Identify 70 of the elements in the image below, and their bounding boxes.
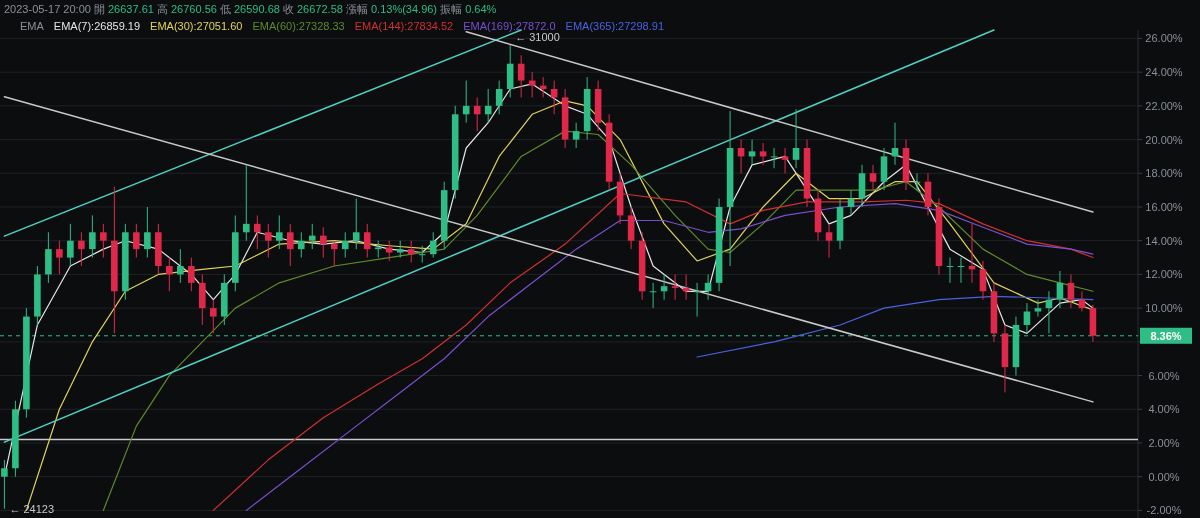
candlestick xyxy=(242,164,250,242)
candlestick xyxy=(100,223,107,259)
text: EMA(30):27051.60 xyxy=(150,20,243,32)
candlestick xyxy=(177,248,184,284)
text: EMA(169):27872.0 xyxy=(463,20,556,32)
y-tick-label: 22.00% xyxy=(1145,99,1183,112)
candlestick xyxy=(671,273,679,301)
candlestick xyxy=(429,231,437,259)
y-tick-label: 26.00% xyxy=(1145,32,1183,45)
candlestick xyxy=(1067,273,1075,309)
candlestick xyxy=(275,214,283,250)
candlestick xyxy=(67,223,74,267)
candlestick xyxy=(385,240,393,262)
candlestick xyxy=(781,147,789,174)
line-series xyxy=(696,295,1094,358)
y-tick-label: 20.00% xyxy=(1145,133,1183,146)
y-tick-label: 6.00% xyxy=(1148,369,1180,382)
candlestick xyxy=(572,122,580,149)
text: EMA(7):26859.19 xyxy=(53,20,141,32)
candlestick xyxy=(352,198,360,250)
y-tick-label: 2.00% xyxy=(1148,436,1180,449)
text: EMA(144):27834.52 xyxy=(354,20,454,32)
candlestick xyxy=(407,240,415,264)
ref-line-label: 8.36% xyxy=(1150,329,1182,342)
candlestick xyxy=(660,273,668,301)
candlestick xyxy=(253,214,261,250)
legend-title: EMA xyxy=(20,20,45,32)
y-tick-label: 4.00% xyxy=(1148,403,1180,416)
title: 2023-05-17 20:00 開 26637.61 高 26760.56 低 26590.68 收 26672.58 漲幅 0.13%(34.96) 振幅 0.64% xyxy=(4,3,497,15)
y-tick-label: 10.00% xyxy=(1145,302,1183,315)
candlestick xyxy=(517,54,525,98)
candlestick xyxy=(495,80,503,115)
candlestick xyxy=(825,223,833,259)
text: EMA(60):27328.33 xyxy=(252,20,345,32)
candlestick xyxy=(188,257,195,292)
candlestick xyxy=(979,260,987,301)
candlestick xyxy=(78,231,85,267)
candlestick xyxy=(297,231,305,259)
y-tick-label: 0.00% xyxy=(1148,470,1180,483)
annotation: ← 24123 xyxy=(9,502,55,515)
candlestick xyxy=(166,257,173,292)
candlestick xyxy=(869,164,877,191)
candlestick xyxy=(341,231,349,259)
candlestick xyxy=(89,214,96,259)
candlestick xyxy=(210,299,217,334)
candlestick xyxy=(1056,270,1064,309)
candlestick xyxy=(792,108,800,169)
candlestick xyxy=(1034,299,1042,318)
y-tick-label: -2.00% xyxy=(1146,504,1182,517)
y-tick-label: 18.00% xyxy=(1145,167,1183,180)
y-tick-label: 24.00% xyxy=(1145,66,1183,79)
candlestick xyxy=(133,223,140,259)
candlestick xyxy=(319,226,327,259)
candlestick xyxy=(759,142,767,166)
candlestick xyxy=(528,71,536,98)
candlestick xyxy=(308,223,316,250)
candlestick xyxy=(418,245,426,264)
candlestick xyxy=(1,459,8,510)
y-tick-label: 16.00% xyxy=(1145,200,1183,213)
text: EMA(365):27298.91 xyxy=(565,20,664,32)
candlestick xyxy=(264,223,272,259)
candlestick xyxy=(330,240,338,267)
y-tick-label: 12.00% xyxy=(1145,268,1183,281)
candlestick xyxy=(56,240,63,275)
candlestick xyxy=(748,139,756,166)
candlestick xyxy=(144,206,151,259)
candlestick xyxy=(363,223,371,259)
annotation: ← 31000 xyxy=(515,31,560,44)
candlestick xyxy=(286,223,294,267)
y-tick-label: 14.00% xyxy=(1145,234,1183,247)
